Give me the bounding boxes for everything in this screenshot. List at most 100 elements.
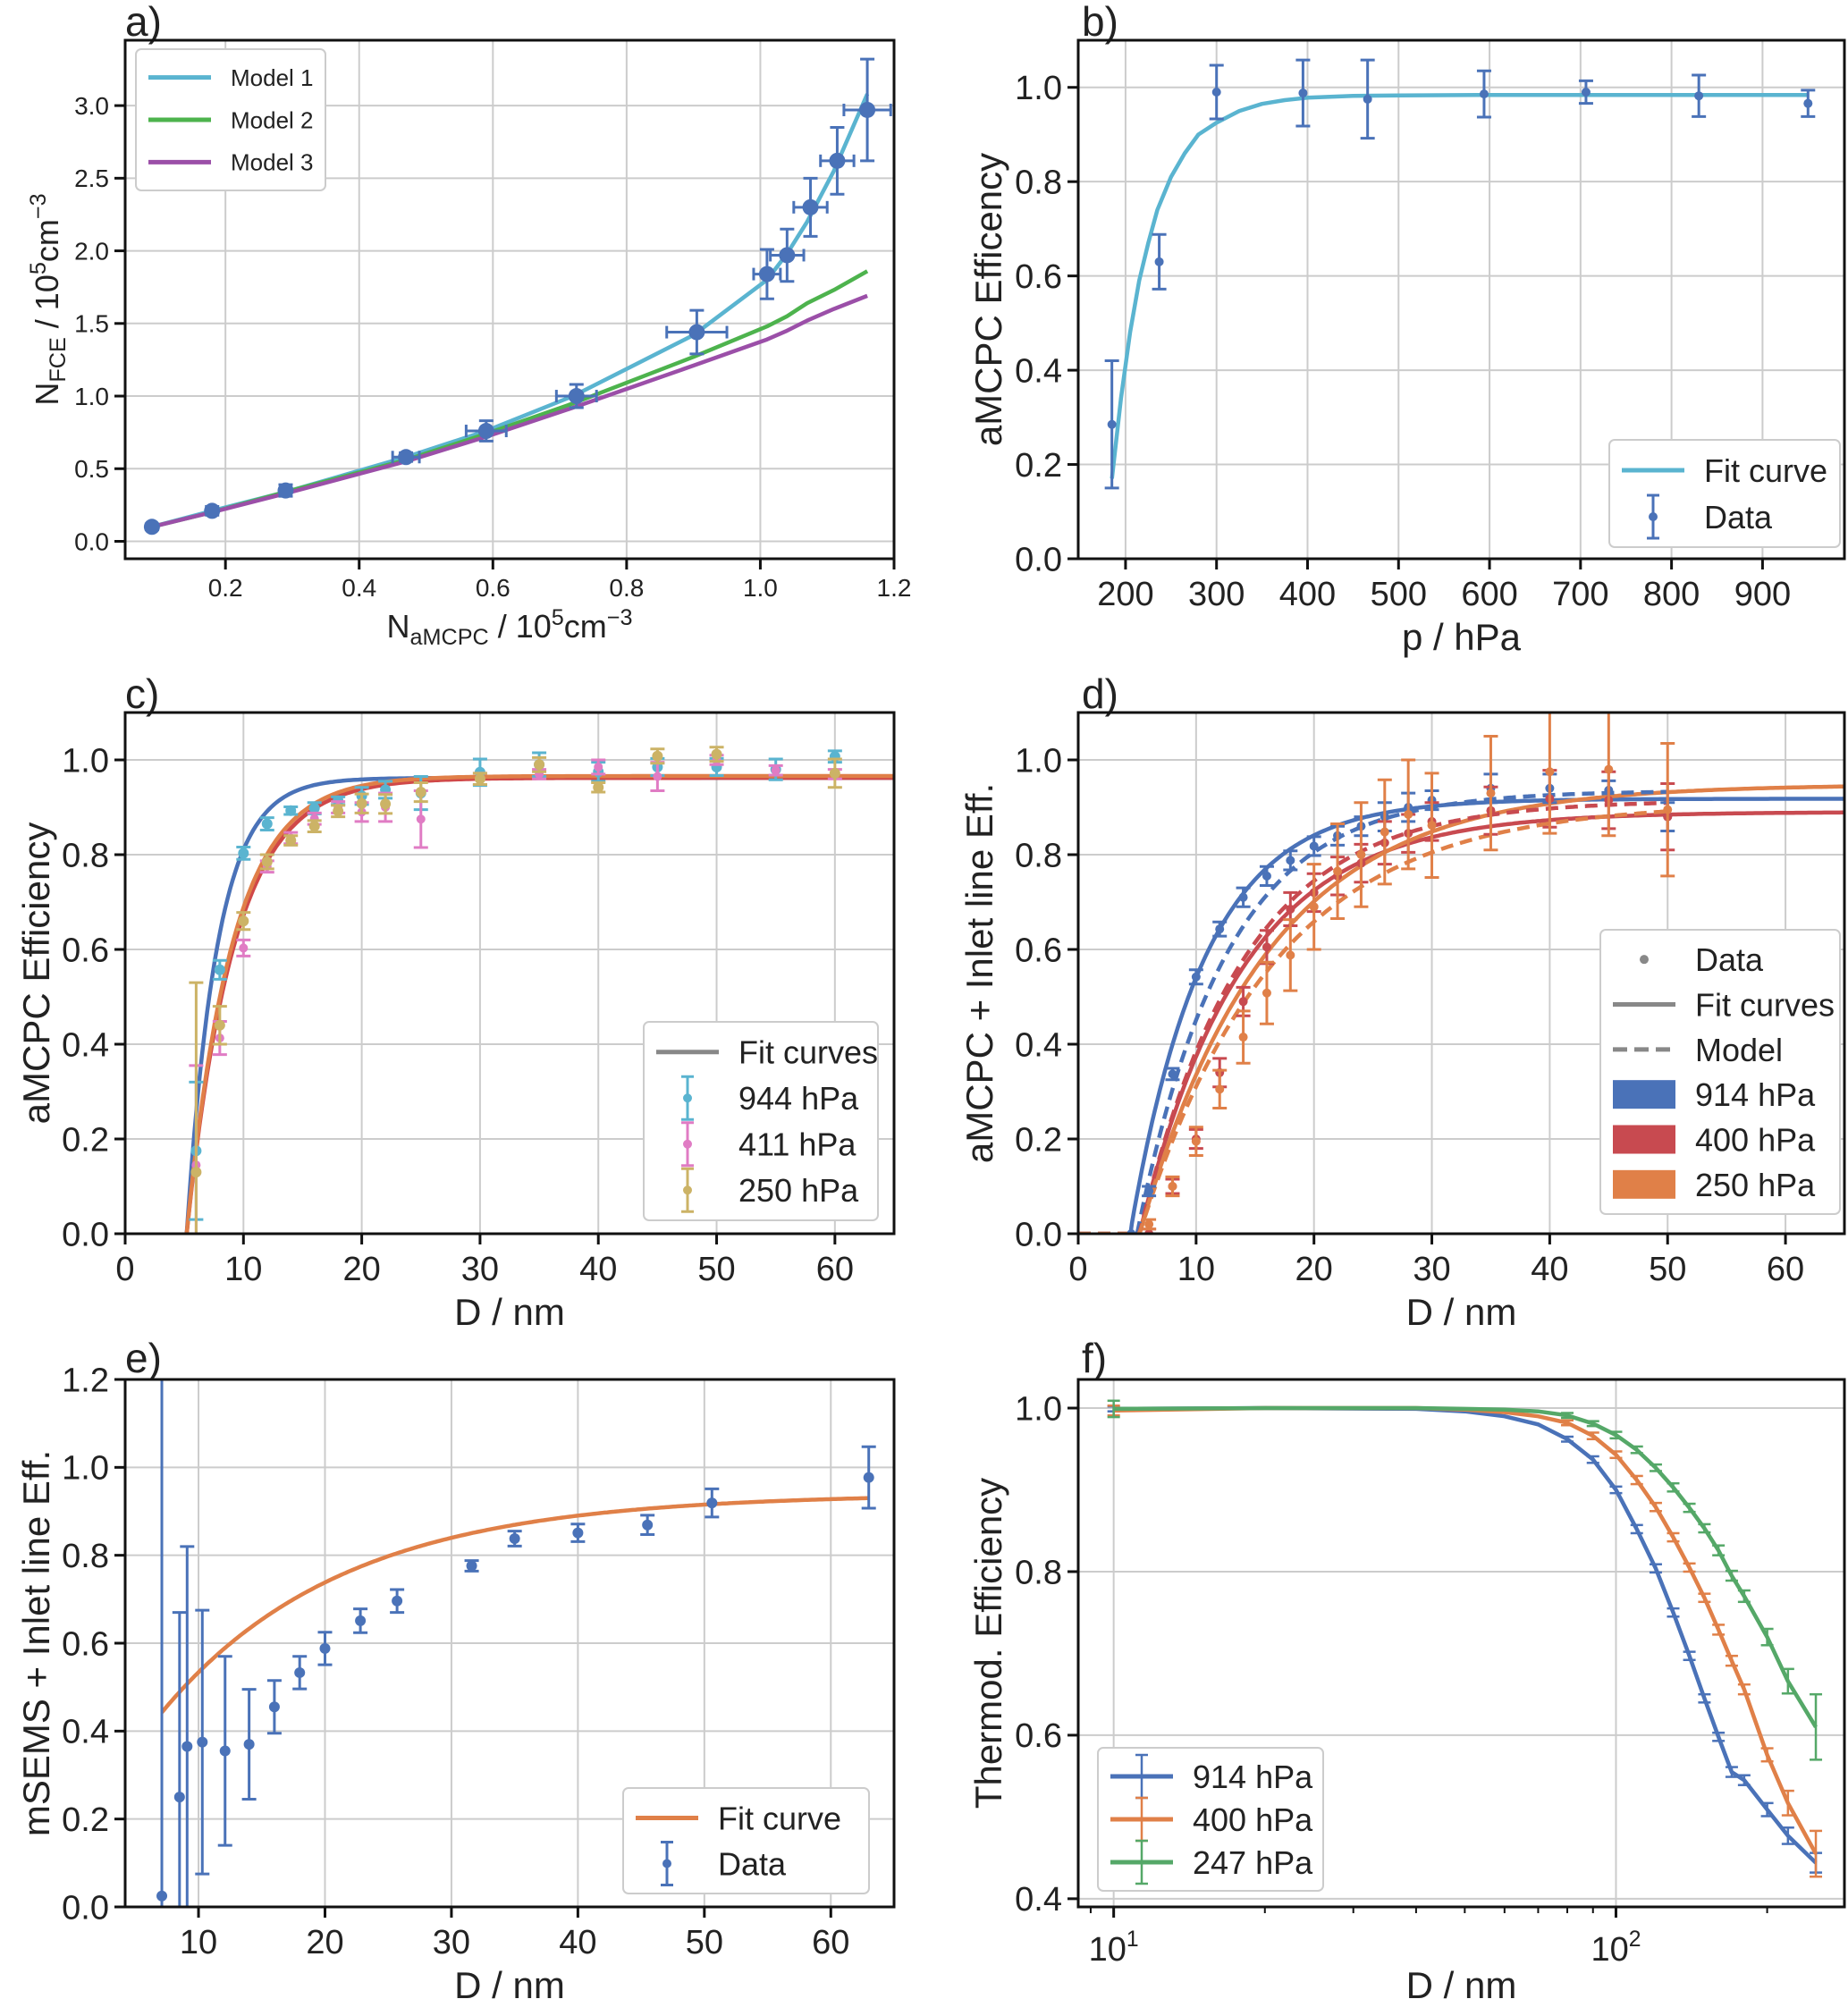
legend-entry: 400 hPa — [1613, 1121, 1816, 1158]
series-data-250-hpa — [1142, 713, 1675, 1231]
legend-patch-swatch — [1613, 1080, 1675, 1109]
data-point — [1211, 88, 1221, 97]
legend-entry: 400 hPa — [1110, 1796, 1313, 1843]
data-point — [758, 266, 775, 283]
y-tick-label: 1.0 — [62, 1450, 109, 1488]
legend-label: Fit curve — [1704, 452, 1827, 489]
x-tick-label: 700 — [1552, 576, 1608, 613]
y-tick-label: 0.6 — [62, 932, 109, 969]
y-tick-label: 0.8 — [62, 1538, 109, 1575]
y-tick-label: 0.6 — [62, 1625, 109, 1663]
y-tick-label: 1.2 — [62, 1362, 109, 1399]
legend-label: 944 hPa — [738, 1080, 859, 1117]
plot-area — [143, 57, 892, 536]
x-tick-label: 10 — [1177, 1251, 1215, 1288]
x-tick-label: 20 — [342, 1251, 380, 1288]
x-tick-label: 60 — [812, 1924, 849, 1961]
plot-frame — [123, 711, 896, 1236]
plot-frame — [123, 38, 896, 561]
legend: Fit curve Data — [1608, 439, 1841, 548]
model-curve — [1078, 809, 1668, 1234]
x-tick-label: 10 — [224, 1251, 262, 1288]
data-point — [1604, 764, 1614, 774]
legend-entry: Data — [1647, 493, 1773, 540]
y-tick-label: 0.2 — [62, 1801, 109, 1839]
x-tick-label: 1.2 — [877, 574, 912, 602]
y-axis-label: mSEMS + Inlet line Eff. — [15, 1450, 57, 1836]
legend-marker — [1649, 512, 1658, 521]
series-data — [1104, 58, 1816, 490]
data-point — [204, 502, 221, 519]
data-point — [1286, 856, 1295, 865]
data-point — [243, 1739, 255, 1750]
legend-box — [622, 1787, 870, 1894]
series-data — [156, 1379, 876, 1907]
y-tick-label: 0.0 — [62, 1889, 109, 1927]
legend: 914 hPa 400 hPa 247 hPa — [1097, 1747, 1324, 1892]
legend-box — [1097, 1747, 1324, 1892]
legend-marker — [683, 1139, 692, 1149]
legend-entry: Fit curves — [1613, 986, 1835, 1023]
legend-entry: 944 hPa — [681, 1075, 859, 1121]
data-point — [711, 748, 722, 760]
y-tick-label: 0.0 — [74, 527, 109, 555]
legend: Data Fit curves Model 914 hPa 400 hPa 250 hPa — [1599, 929, 1841, 1215]
legend-label: 247 hPa — [1193, 1844, 1313, 1881]
y-tick-label: 0.8 — [1015, 164, 1062, 201]
x-tick-label: 30 — [461, 1251, 499, 1288]
panel-label: c) — [125, 671, 159, 717]
data-point — [1144, 1219, 1154, 1229]
data-point — [1803, 98, 1813, 108]
legend-label: 250 hPa — [738, 1172, 859, 1209]
fit-curve — [1137, 784, 1844, 1234]
data-point — [1262, 871, 1271, 881]
legend-patch-swatch — [1613, 1125, 1675, 1154]
x-tick-label: 200 — [1097, 576, 1153, 613]
x-tick-label: 50 — [697, 1251, 735, 1288]
data-point — [308, 821, 320, 832]
data-point — [802, 198, 819, 215]
data-point — [319, 1642, 331, 1654]
data-point — [771, 765, 781, 775]
y-tick-label: 2.5 — [74, 164, 109, 192]
legend-entry: Model 1 — [148, 64, 314, 91]
y-axis-label: aMCPC Efficiency — [15, 822, 57, 1125]
x-tick-label: 1.0 — [743, 574, 778, 602]
legend-box — [643, 1021, 879, 1221]
series-fit-250-hpa — [1137, 784, 1844, 1234]
data-point — [594, 762, 603, 772]
y-tick-label: 0.0 — [62, 1216, 109, 1253]
x-tick-label: 10 — [180, 1924, 217, 1961]
data-point — [1545, 767, 1555, 777]
data-point — [143, 519, 160, 536]
x-tick-label: 20 — [306, 1924, 343, 1961]
y-tick-label: 0.2 — [1015, 1121, 1062, 1159]
series-fit-curve — [1110, 92, 1809, 479]
gridlines — [1078, 40, 1844, 560]
data-point — [1486, 789, 1496, 798]
data-point — [197, 1736, 208, 1748]
legend-label: Fit curves — [738, 1034, 878, 1071]
series-model-400-hpa — [1078, 800, 1668, 1234]
data-point — [261, 818, 273, 830]
legend-label: Data — [718, 1845, 787, 1882]
data-point — [238, 848, 249, 859]
y-tick-label: 1.0 — [74, 383, 109, 410]
data-point — [1238, 1033, 1248, 1042]
legend-patch-swatch — [1613, 1169, 1675, 1199]
legend-label: Data — [1695, 941, 1764, 978]
fit-curve — [160, 1496, 869, 1714]
legend-entry: Model 3 — [148, 149, 314, 176]
x-tick-label: 60 — [1767, 1251, 1804, 1288]
data-point — [268, 1701, 280, 1713]
legend-label: Data — [1704, 499, 1773, 536]
data-point — [1404, 809, 1413, 819]
legend-entry: 250 hPa — [681, 1167, 859, 1213]
data-point — [239, 943, 249, 953]
data-point — [214, 964, 225, 975]
series-fit-914-hpa — [1128, 797, 1844, 1234]
x-tick-label: 40 — [1531, 1251, 1568, 1288]
data-point — [466, 1560, 477, 1572]
x-axis-label: D / nm — [1406, 1964, 1517, 1999]
